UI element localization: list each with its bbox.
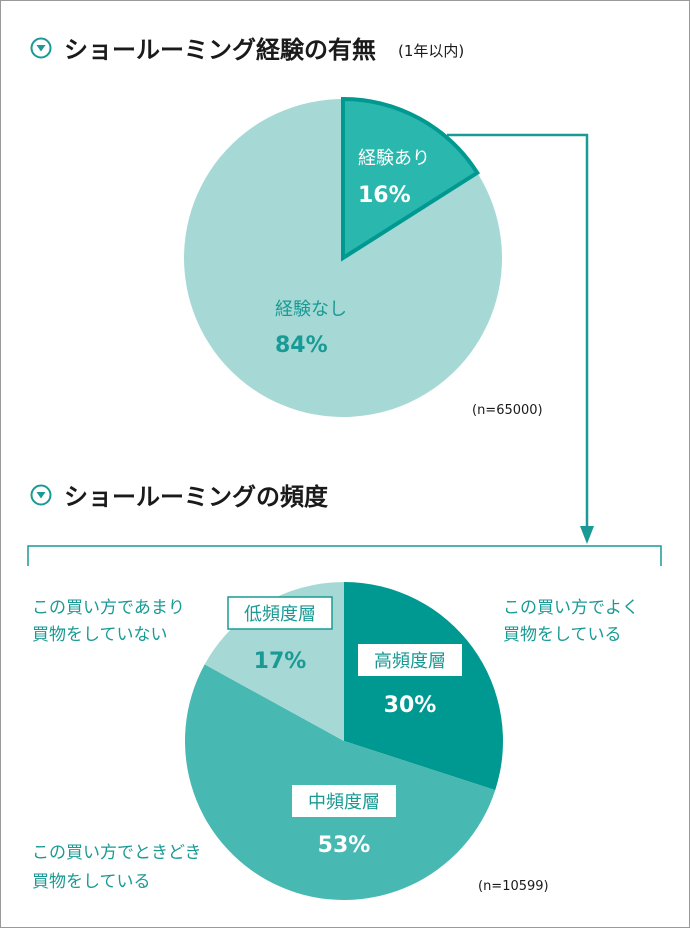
- pie2-value-low: 17%: [254, 649, 307, 674]
- section1-title: ショールーミング経験の有無: [64, 36, 376, 64]
- pie2-value-high: 30%: [384, 693, 437, 718]
- pie2-mid-label-box: [292, 785, 396, 817]
- pie2-slice-mid: [184, 664, 496, 901]
- pie2-value-mid: 53%: [318, 833, 371, 858]
- pie1-slice-experience: [341, 96, 481, 262]
- pie2-high-description-line1: この買い方でよく: [503, 598, 639, 618]
- bracket-line: [27, 545, 662, 566]
- section2-title-group: ショールーミングの頻度: [30, 483, 329, 511]
- pie2-mid-description-line1: この買い方でときどき: [32, 843, 202, 863]
- pie1-sample-size: (n=65000): [472, 403, 543, 418]
- section2-title: ショールーミングの頻度: [64, 483, 329, 511]
- pie1: [184, 96, 503, 417]
- pie2-high-label-box: [358, 644, 462, 676]
- connector-arrow: [447, 133, 594, 544]
- pie2-high-description-line2: 買物をしている: [503, 625, 622, 645]
- pie2-slice-high: [344, 582, 504, 791]
- pie2-label-high: 高頻度層: [374, 651, 446, 672]
- pie2-label-low: 低頻度層: [244, 604, 316, 625]
- chevron-down-icon: [30, 37, 52, 59]
- pie1-value-experience: 16%: [358, 183, 411, 208]
- pie1-label-experience: 経験あり: [358, 148, 430, 169]
- chevron-down-icon: [30, 484, 52, 506]
- pie1-value-no-experience: 84%: [275, 333, 328, 358]
- pie2-label-mid: 中頻度層: [308, 792, 380, 813]
- pie2-low-description-line2: 買物をしていない: [32, 625, 168, 645]
- section1-title-group: ショールーミング経験の有無 (1年以内): [30, 36, 464, 64]
- pie1-label-no-experience: 経験なし: [275, 299, 347, 320]
- pie2-mid-description-line2: 買物をしている: [32, 872, 151, 892]
- section1-subtitle: (1年以内): [398, 42, 464, 60]
- pie2-low-description-line1: この買い方であまり: [32, 598, 185, 618]
- pie2-low-label-box: [227, 596, 333, 630]
- pie2-sample-size: (n=10599): [478, 879, 549, 894]
